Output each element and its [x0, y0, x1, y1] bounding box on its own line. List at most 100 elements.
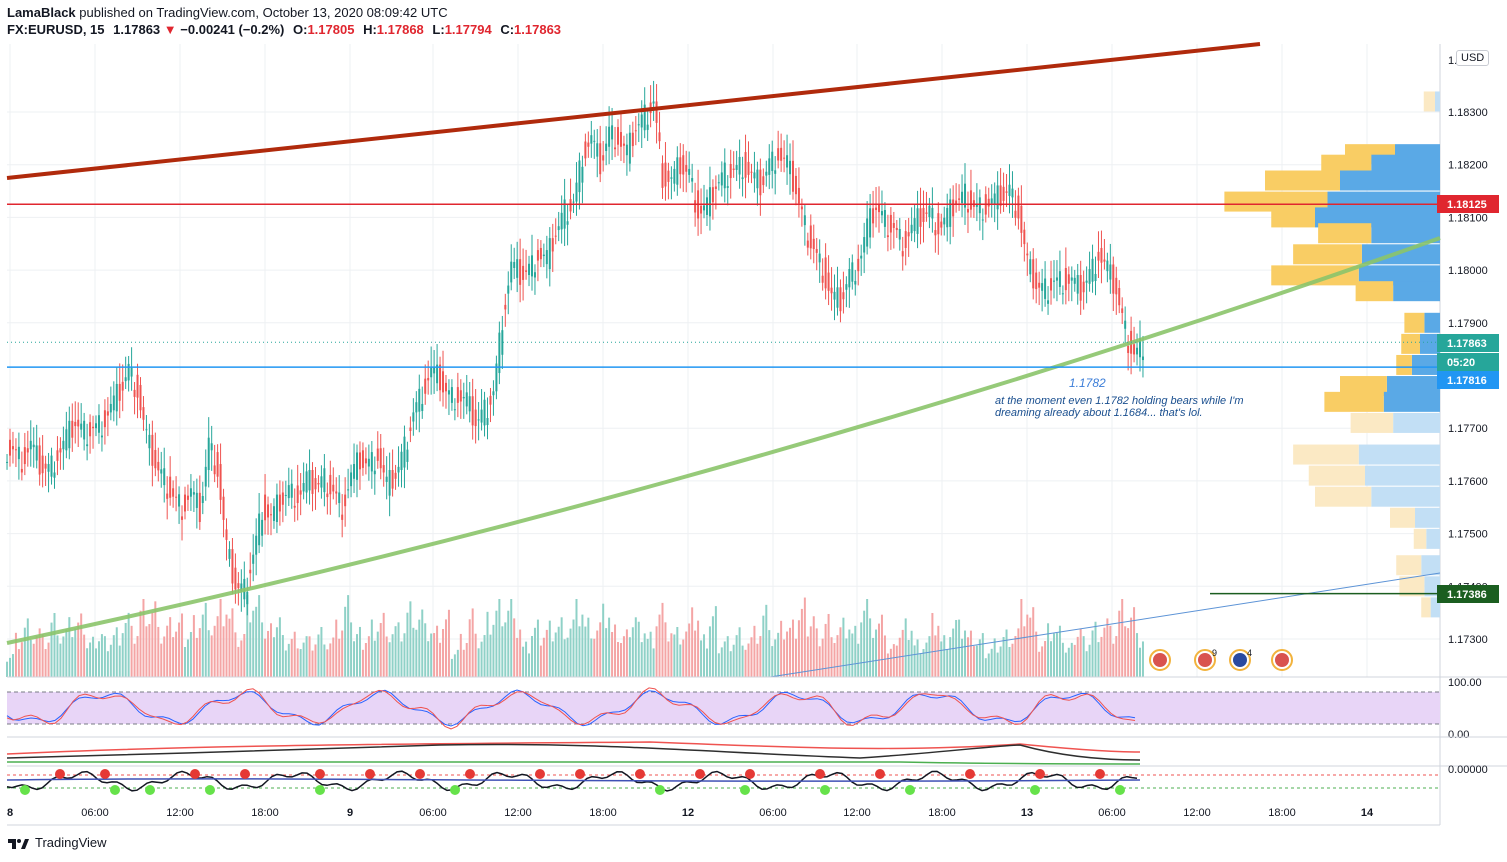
candle-body [934, 230, 937, 236]
candle-body [47, 464, 50, 472]
candle-body [700, 205, 703, 214]
volume-bar [682, 639, 685, 677]
volume-bar [833, 642, 836, 677]
candle-body [1047, 300, 1050, 304]
volume-profile-sell [1315, 207, 1440, 228]
volume-bar [619, 643, 622, 677]
volume-bar [996, 652, 999, 677]
volume-bar [622, 636, 625, 677]
candle-body [774, 170, 777, 174]
volume-bar [614, 624, 617, 677]
signal-dot-green [205, 785, 215, 795]
volume-bar [237, 646, 240, 677]
volume-bar [1109, 625, 1112, 677]
symbol-name[interactable]: FX:EURUSD, 15 [7, 22, 105, 37]
volume-profile-sell [1435, 91, 1440, 112]
volume-bar [1011, 643, 1014, 677]
volume-bar [356, 634, 359, 677]
volume-bar [151, 612, 154, 677]
candle-body [1050, 278, 1053, 291]
signal-dot-red [745, 769, 755, 779]
volume-bar [533, 627, 536, 677]
candle-body [762, 176, 765, 186]
volume-bar [551, 641, 554, 677]
volume-bar [922, 649, 925, 677]
volume-bar [946, 649, 949, 677]
volume-bar [287, 643, 290, 677]
volume-bar [379, 623, 382, 677]
volume-bar [972, 646, 975, 677]
candle-body [157, 461, 160, 471]
volume-bar [71, 637, 74, 677]
volume-bar [9, 657, 11, 677]
volume-bar [984, 658, 987, 677]
candle-body [1121, 308, 1124, 313]
candle-body [166, 493, 169, 499]
candle-body [139, 384, 142, 411]
candle-body [839, 287, 842, 312]
oscillator-d-line [6, 687, 1136, 730]
price-badge [1437, 334, 1499, 352]
candle-body [611, 125, 614, 140]
signal-dot-green [1115, 785, 1125, 795]
candle-body [966, 208, 969, 213]
candle-body [172, 488, 175, 497]
volume-bar [442, 629, 445, 677]
volume-profile-sell [1327, 191, 1440, 212]
candle-body [178, 494, 181, 507]
candle-body [77, 419, 80, 427]
candle-body [875, 207, 878, 211]
candle-body [444, 382, 447, 392]
volume-bar [14, 632, 17, 677]
candle-body [895, 227, 898, 231]
candle-body [50, 455, 53, 477]
candle-body [572, 201, 575, 203]
volume-bar [231, 608, 234, 677]
price-badge [1437, 585, 1499, 603]
volume-bar [723, 641, 726, 677]
volume-bar [872, 637, 875, 677]
volume-bar [181, 613, 184, 677]
volume-profile-sell [1411, 354, 1440, 375]
volume-bar [732, 644, 735, 677]
footer-brand[interactable]: TradingView [7, 835, 107, 850]
volume-bar [121, 633, 124, 677]
volume-bar [548, 620, 551, 677]
candle-body [415, 402, 418, 413]
volume-bar [1088, 644, 1091, 677]
candle-body [729, 163, 732, 179]
volume-bar [186, 639, 189, 677]
author-name[interactable]: LamaBlack [7, 5, 76, 20]
volume-bar [74, 628, 77, 677]
volume-bar [364, 643, 367, 677]
volume-bar [961, 638, 964, 677]
candle-body [477, 419, 480, 421]
candle-body [255, 535, 258, 555]
candle-body [1041, 283, 1044, 291]
candle-body [385, 476, 388, 482]
candle-body [732, 168, 735, 170]
volume-bar [477, 648, 480, 677]
candle-body [344, 494, 347, 507]
candle-body [204, 466, 207, 487]
candle-body [261, 519, 264, 536]
volume-bar [97, 641, 100, 677]
signal-dot-green [20, 785, 30, 795]
currency-button[interactable]: USD [1456, 50, 1490, 66]
candle-body [981, 219, 984, 221]
volume-bar [1041, 646, 1044, 677]
volume-bar [444, 619, 447, 677]
volume-profile-buy [1315, 486, 1372, 507]
volume-bar [934, 635, 937, 677]
volume-bar [1121, 599, 1124, 677]
volume-bar [65, 629, 68, 677]
candle-body [789, 160, 792, 175]
candle-body [23, 447, 26, 465]
volume-bar [154, 601, 157, 677]
signal-dot-red [1035, 769, 1045, 779]
volume-bar [670, 633, 673, 677]
candle-body [996, 185, 999, 210]
flag-icon [1233, 653, 1247, 667]
volume-bar [688, 623, 691, 677]
